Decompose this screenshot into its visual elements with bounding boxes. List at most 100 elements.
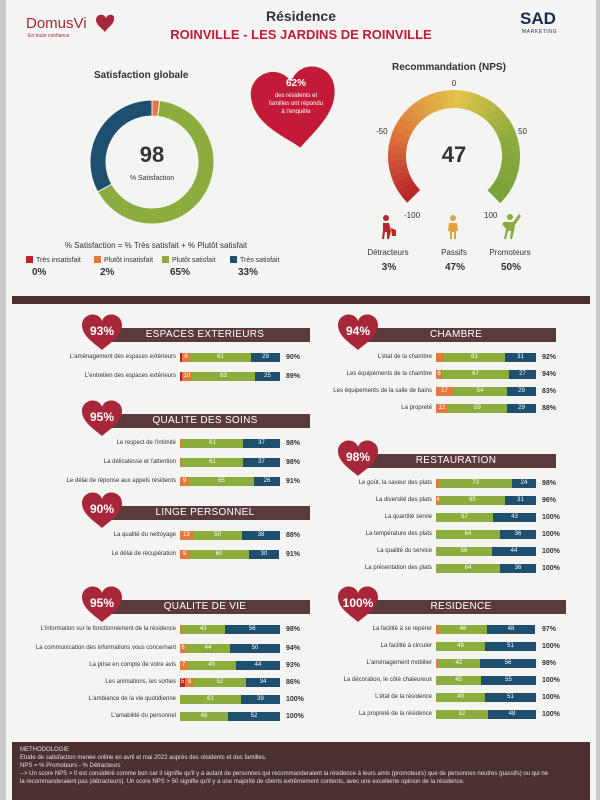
satisfaction-heading: Satisfaction globale: [94, 70, 189, 81]
row-label-wrap: La communication des informations vous c…: [10, 643, 176, 654]
bar-segment: 9: [180, 550, 189, 559]
bar-segment: 63: [192, 372, 255, 381]
row-label-wrap: La diversité des plats: [266, 495, 432, 506]
gauge-segment: [499, 165, 519, 178]
bar-segment: 29: [507, 387, 536, 396]
response-text-2: familles ont répondu: [269, 101, 323, 107]
gauge-segment: [390, 130, 410, 143]
nps-heading: Recommandation (NPS): [392, 62, 506, 73]
row-total: 83%: [542, 388, 557, 395]
row-total: 98%: [286, 626, 301, 633]
gauge-segment: [494, 176, 514, 192]
satisfaction-legend: Très insatisfait Plutôt insatisfait Plut…: [26, 256, 296, 286]
row-label-wrap: L'ambiance de la vie quotidienne: [10, 694, 176, 705]
nps-group-name: Détracteurs: [367, 248, 409, 257]
bar-segment: 12: [436, 404, 448, 413]
row-label: Le goût, la saveur des plats: [358, 480, 432, 486]
category-title: QUALITE DE VIE: [100, 600, 310, 614]
satisfaction-value: 98: [140, 142, 164, 167]
bar-segment: 25: [255, 372, 280, 381]
row-total: 100%: [542, 565, 560, 572]
row-label: L'ambiance de la vie quotidienne: [88, 696, 176, 702]
stacked-bar: 9 60 30: [180, 550, 280, 559]
row-total: 100%: [542, 711, 560, 718]
bar-segment: 44: [492, 547, 536, 556]
gauge-segment: [485, 105, 503, 124]
gauge-segment: [487, 185, 506, 204]
row-label-wrap: L'aménagement des espaces extérieurs: [10, 352, 176, 363]
footer-line: NPS = % Promoteurs - % Détracteurs: [20, 763, 121, 769]
row-total: 100%: [542, 677, 560, 684]
legend-item: Plutôt satisfait: [162, 256, 216, 264]
category-heart: [338, 440, 378, 476]
bar-segment: 56: [436, 547, 492, 556]
row-label-wrap: Le délai de réponse aux appels résidents: [10, 476, 176, 487]
bar-segment: 5: [180, 678, 185, 687]
row-total: 98%: [542, 660, 557, 667]
stacked-bar: 42 56: [436, 659, 536, 668]
gauge-segment: [411, 100, 428, 120]
bar-segment: 51: [485, 693, 536, 702]
row-label-wrap: Le respect de l'intimité: [10, 438, 176, 449]
stacked-bar: 49 51: [436, 693, 536, 702]
category-title: LINGE PERSONNEL: [100, 506, 310, 520]
stacked-bar: 52 48: [436, 710, 536, 719]
row-total: 100%: [286, 713, 304, 720]
donut-slice: [96, 99, 215, 225]
domusvi-tagline: En toute confiance: [28, 33, 70, 39]
bar-segment: 36: [500, 564, 536, 573]
section-divider: [12, 296, 590, 304]
gauge-segment: [405, 105, 424, 124]
row-label-wrap: La qualité du service: [266, 546, 432, 557]
bar-segment: 8: [182, 353, 190, 362]
row-label-wrap: Les animations, les sorties: [10, 677, 176, 688]
row-label: Les équipements de la chambre: [346, 371, 432, 377]
bar-segment: 13: [180, 531, 193, 540]
row-total: 94%: [542, 371, 557, 378]
row-label: La propreté: [401, 405, 432, 411]
bar-segment: 42: [438, 659, 480, 668]
row-label: La délicatesse et l'attention: [103, 459, 176, 465]
detractor-icon: [382, 215, 396, 239]
row-total: 98%: [286, 440, 301, 447]
stacked-bar: 49 51: [436, 642, 536, 651]
bar-segment: 64: [436, 530, 500, 539]
row-label-wrap: La facilité à se repérer: [266, 624, 432, 635]
gauge-segment: [388, 159, 407, 169]
bar-segment: 44: [186, 644, 230, 653]
row-label-wrap: L'aménagement mobilier: [266, 658, 432, 669]
bar-segment: 49: [436, 642, 485, 651]
stacked-bar: 6 44 50: [180, 644, 280, 653]
nps-group-value: 3%: [381, 262, 397, 273]
gauge-segment: [388, 152, 407, 162]
category-heart: [82, 492, 122, 528]
bar-segment: 29: [507, 404, 536, 413]
gauge-segment: [459, 90, 471, 110]
stacked-bar: 4 65 31: [436, 496, 536, 505]
bar-segment: 7: [180, 661, 187, 670]
bar-segment: [436, 353, 444, 362]
row-label: La quantité servie: [384, 514, 432, 520]
satisfaction-label: % Satisfaction: [130, 175, 174, 182]
row-total: 100%: [542, 643, 560, 650]
row-total: 91%: [286, 478, 301, 485]
row-total: 93%: [286, 662, 301, 669]
category-pct: 98%: [345, 450, 371, 464]
legend-value: 33%: [238, 267, 259, 278]
stacked-bar: 61 37: [180, 439, 280, 448]
row-label: La communication des informations vous c…: [35, 645, 176, 651]
bar-segment: 50: [192, 531, 243, 540]
row-label: L'état de la chambre: [377, 354, 432, 360]
row-label-wrap: La délicatesse et l'attention: [10, 457, 176, 468]
stacked-bar: 8 61 29: [180, 353, 280, 362]
bar-segment: 29: [251, 353, 280, 362]
bar-segment: 56: [480, 659, 536, 668]
row-label: L'état de la résidence: [375, 694, 432, 700]
bar-segment: 31: [505, 353, 536, 362]
row-label: L'information sur le fonctionnement de l…: [40, 626, 176, 632]
bar-segment: [180, 625, 182, 634]
stacked-bar: 12 59 29: [436, 404, 536, 413]
row-label-wrap: La propreté: [266, 403, 432, 414]
stacked-bar: 57 43: [436, 513, 536, 522]
stacked-bar: 73 24: [436, 479, 536, 488]
